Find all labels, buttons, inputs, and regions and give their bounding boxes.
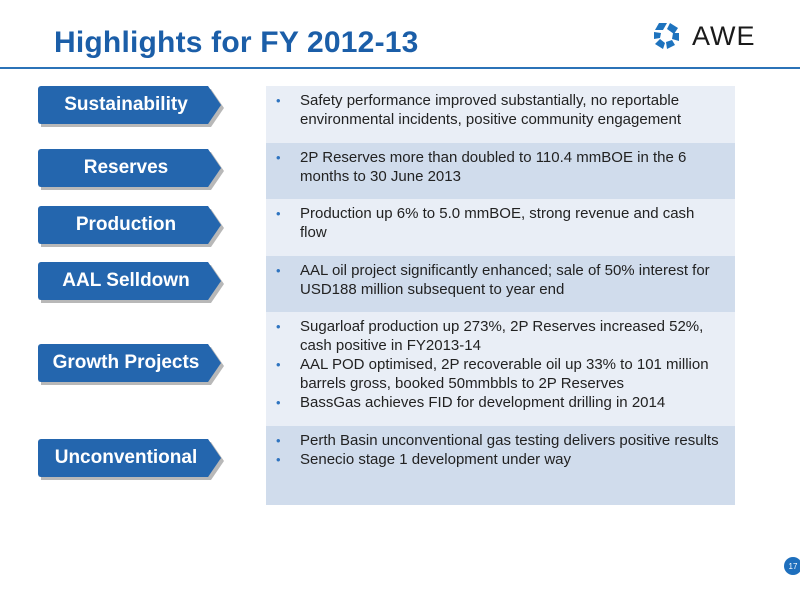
label-aal-selldown: AAL Selldown	[38, 262, 224, 303]
bullet-item: AAL oil project significantly enhanced; …	[276, 261, 725, 299]
bullet-item: Senecio stage 1 development under way	[276, 450, 725, 469]
bullet-item: Perth Basin unconventional gas testing d…	[276, 431, 725, 450]
table-row: Production up 6% to 5.0 mmBOE, strong re…	[266, 199, 735, 256]
company-logo: AWE	[650, 18, 770, 54]
label-unconventional: Unconventional	[38, 439, 224, 480]
bullet-item: Production up 6% to 5.0 mmBOE, strong re…	[276, 204, 725, 242]
page-number-badge: 17	[784, 557, 800, 575]
label-reserves: Reserves	[38, 149, 224, 190]
bullet-item: BassGas achieves FID for development dri…	[276, 393, 725, 412]
label-text: Unconventional	[54, 447, 198, 468]
bullet-item: 2P Reserves more than doubled to 110.4 m…	[276, 148, 725, 186]
label-text: Sustainability	[64, 94, 188, 115]
bullet-item: Sugarloaf production up 273%, 2P Reserve…	[276, 317, 725, 355]
title-divider	[0, 67, 800, 69]
page-title: Highlights for FY 2012-13	[54, 26, 419, 59]
label-growth-projects: Growth Projects	[38, 344, 224, 385]
label-text: AAL Selldown	[62, 270, 190, 291]
table-row: AAL oil project significantly enhanced; …	[266, 256, 735, 312]
label-text: Reserves	[83, 157, 169, 178]
label-production: Production	[38, 206, 224, 247]
bullet-item: Safety performance improved substantiall…	[276, 91, 725, 129]
label-sustainability: Sustainability	[38, 86, 224, 127]
table-row: Safety performance improved substantiall…	[266, 86, 735, 143]
logo-text: AWE	[692, 20, 756, 51]
label-text: Growth Projects	[52, 352, 200, 373]
table-row: 2P Reserves more than doubled to 110.4 m…	[266, 143, 735, 199]
table-row: Sugarloaf production up 273%, 2P Reserve…	[266, 312, 735, 426]
table-row: Perth Basin unconventional gas testing d…	[266, 426, 735, 505]
awe-logo-icon	[654, 23, 679, 49]
label-text: Production	[75, 214, 177, 235]
bullet-item: AAL POD optimised, 2P recoverable oil up…	[276, 355, 725, 393]
